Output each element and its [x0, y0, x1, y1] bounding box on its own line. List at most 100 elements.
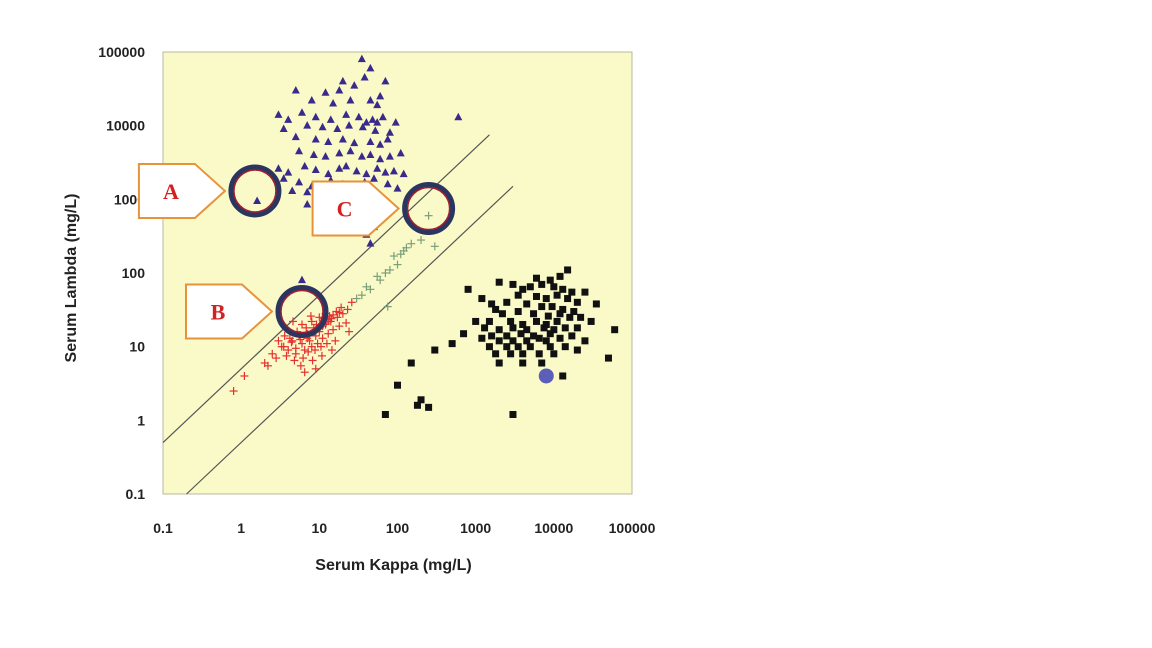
triangle-point	[288, 186, 297, 194]
triangle-point	[373, 100, 382, 109]
square-point	[495, 278, 503, 286]
triangle-point	[385, 128, 394, 136]
square-point	[478, 295, 486, 303]
cross-point	[352, 294, 361, 303]
triangle-point	[368, 115, 377, 123]
cross-point	[300, 346, 309, 355]
triangle-point	[383, 134, 392, 143]
highlight-circle	[402, 182, 456, 236]
cross-point	[333, 313, 342, 322]
y-tick-label: 100000	[98, 44, 145, 60]
cross-point	[240, 371, 249, 380]
square-point	[448, 340, 456, 348]
triangle-point	[311, 134, 320, 143]
square-point	[431, 346, 439, 354]
triangle-point	[338, 134, 347, 143]
y-axis-title: Serum Lambda (mg/L)	[63, 194, 80, 363]
square-point	[587, 317, 595, 325]
cross-point	[229, 387, 238, 396]
square-point	[559, 372, 567, 380]
triangle-point	[366, 95, 375, 104]
square-point	[509, 337, 517, 345]
triangle-point	[376, 154, 385, 163]
cross-point	[343, 305, 352, 314]
cross-point	[385, 265, 394, 274]
callout-c: C	[311, 180, 456, 237]
triangle-point	[295, 177, 304, 186]
cross-point	[335, 322, 344, 331]
cross-point	[347, 298, 356, 307]
square-point	[523, 326, 531, 334]
square-point	[540, 324, 548, 332]
triangle-point	[342, 110, 351, 118]
square-point	[538, 303, 546, 311]
callout-box	[311, 180, 401, 237]
square-point	[550, 326, 558, 334]
cross-point	[329, 310, 338, 319]
square-point	[573, 298, 581, 306]
cross-point	[263, 361, 272, 370]
square-point	[507, 350, 515, 358]
cross-point	[307, 317, 316, 326]
triangle-point	[350, 138, 359, 147]
square-point	[492, 305, 500, 313]
square-point	[556, 334, 564, 342]
triangle-point	[309, 150, 318, 158]
cross-point	[324, 329, 333, 338]
triangle-point	[326, 115, 335, 123]
square-point	[460, 330, 468, 338]
cross-point	[285, 334, 294, 343]
square-point	[517, 330, 525, 338]
square-point	[546, 343, 554, 351]
square-point	[535, 350, 543, 358]
x-tick-label: 1000	[460, 520, 491, 536]
cross-point	[290, 356, 299, 365]
square-point	[514, 308, 522, 316]
triangle-point	[399, 169, 408, 178]
square-point	[542, 295, 550, 303]
y-tick-label: 10000	[106, 118, 145, 134]
triangle-point	[324, 169, 333, 178]
cross-point	[318, 334, 327, 343]
cross-point	[383, 302, 392, 311]
square-point	[481, 324, 489, 332]
cross-point	[331, 336, 340, 345]
cross-point	[291, 344, 300, 353]
callout-label: A	[163, 179, 179, 204]
square-point	[417, 396, 425, 404]
square-point	[566, 313, 574, 321]
x-tick-label: 1	[237, 520, 245, 536]
cross-point	[389, 252, 398, 261]
square-point	[542, 337, 550, 345]
triangle-point	[389, 166, 398, 175]
square-point	[530, 310, 538, 318]
cross-point	[311, 364, 320, 373]
square-point	[509, 411, 517, 419]
square-point	[509, 324, 517, 332]
cross-point	[335, 308, 344, 317]
cross-point	[407, 239, 416, 248]
cross-point	[345, 327, 354, 336]
square-point	[530, 332, 538, 340]
square-point	[611, 326, 619, 334]
cross-point	[308, 356, 317, 365]
callout-a: A	[137, 162, 282, 219]
cross-point	[302, 323, 311, 332]
cross-point	[297, 320, 306, 329]
triangle-point	[360, 73, 369, 81]
square-point	[538, 280, 546, 288]
callout-box	[137, 162, 227, 219]
triangle-point	[279, 174, 288, 182]
square-point	[413, 401, 421, 409]
square-point	[519, 320, 527, 328]
highlight-circle	[275, 285, 329, 339]
square-point	[381, 411, 389, 419]
cross-point	[322, 339, 331, 348]
blue-dot	[538, 368, 554, 384]
triangle-point	[385, 152, 394, 160]
cross-point	[272, 354, 281, 363]
triangle-point	[274, 164, 283, 172]
cross-point	[280, 331, 289, 340]
cross-point	[381, 269, 390, 277]
